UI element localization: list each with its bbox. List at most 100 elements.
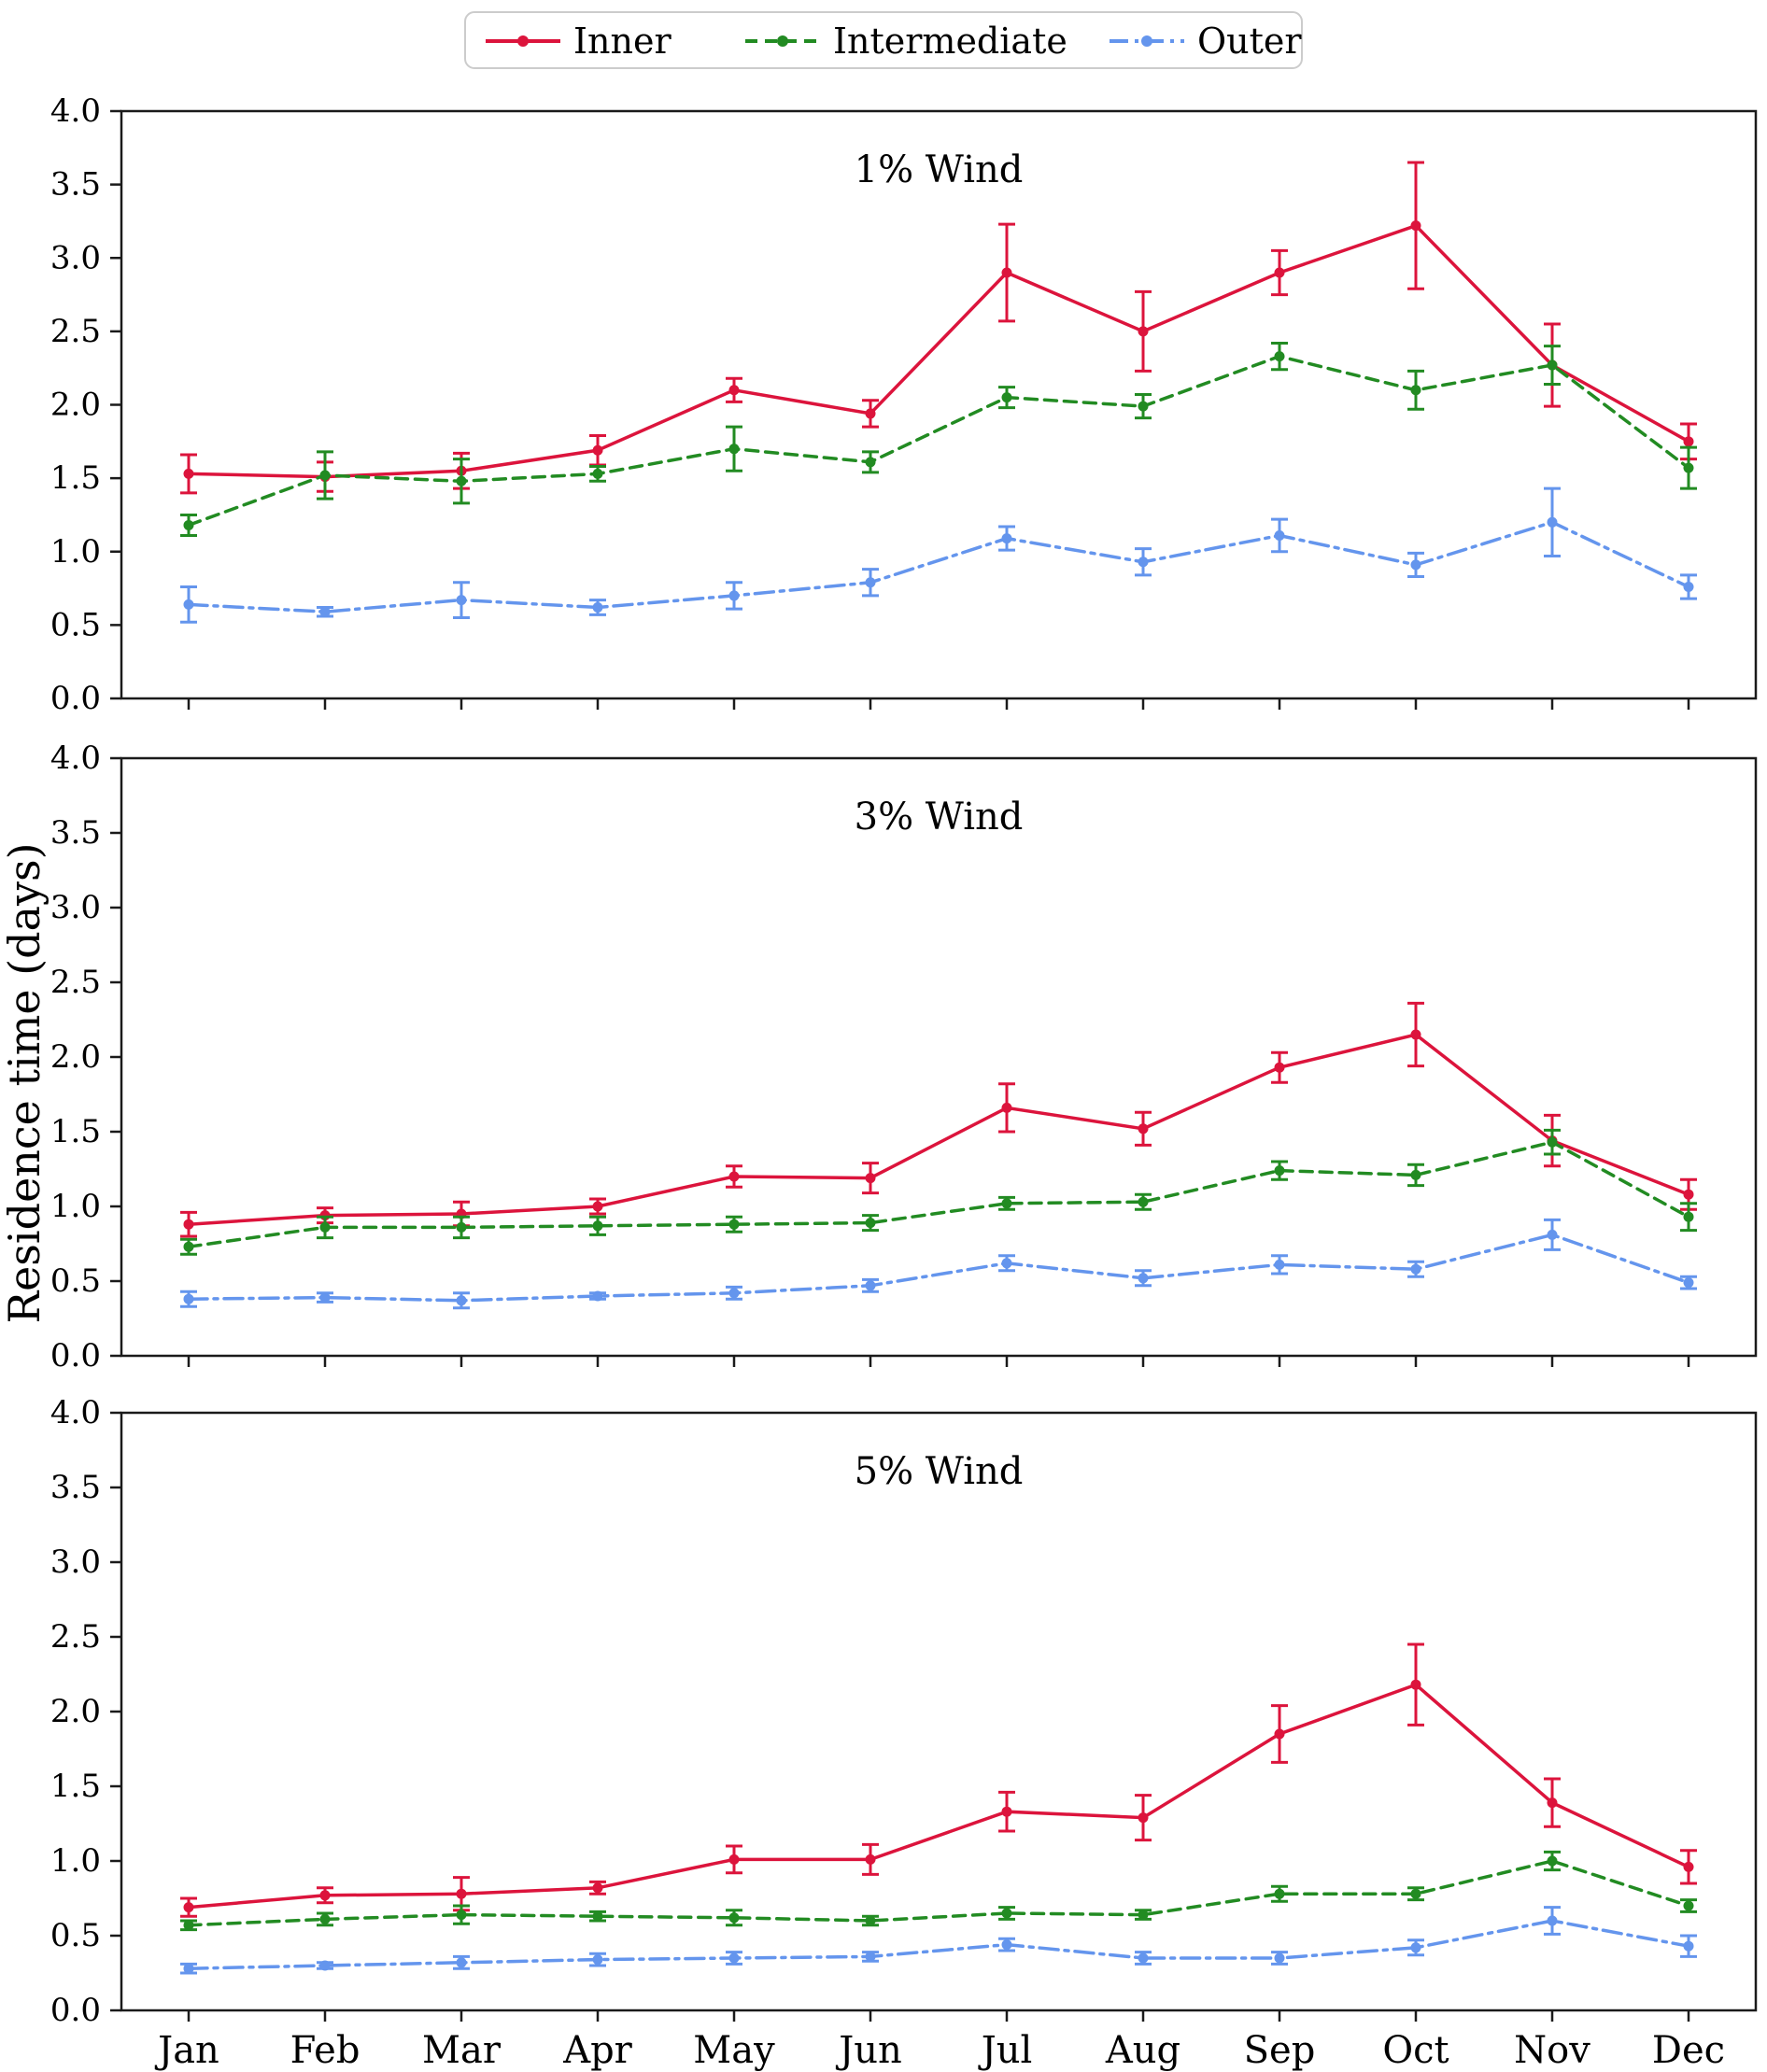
data-point [1683,1277,1694,1289]
x-tick-label: Oct [1382,2029,1449,2072]
data-point [865,1854,876,1865]
x-tick-label: Jun [835,2029,902,2072]
data-point [456,595,467,606]
data-point [1001,267,1012,278]
y-tick-label: 1.5 [50,1768,101,1805]
series-line-outer [187,1233,1690,1303]
data-point [1001,1908,1012,1919]
axes-spines [120,109,1758,700]
data-point [592,1954,603,1966]
data-point [1410,385,1421,396]
series-line-intermediate [187,1140,1690,1248]
x-tick-label: Dec [1652,2029,1725,2072]
panel-title-1pct: 1% Wind [855,148,1024,191]
legend-label-inner: Inner [573,21,671,62]
data-point [1683,462,1694,473]
series-intermediate [180,1850,1697,1932]
y-tick-label: 2.0 [50,1038,101,1076]
data-point [1001,1939,1012,1951]
data-point [865,577,876,588]
y-tick-label: 1.0 [50,1842,101,1880]
data-point [1410,1169,1421,1180]
data-point [728,1952,740,1964]
data-point [319,1890,331,1901]
series-outer [180,1218,1697,1310]
data-point [728,385,740,396]
data-point [592,1201,603,1212]
data-point [1274,1259,1285,1270]
legend-sample-marker-inner [517,35,529,47]
x-tick-label: Nov [1514,2029,1590,2072]
y-tick-label: 0.0 [50,1992,101,2029]
series-inner [180,1642,1697,1918]
y-tick-label: 3.0 [50,1543,101,1581]
data-point [183,1963,194,1974]
data-point [183,599,194,610]
y-tick-label: 3.0 [50,239,101,276]
data-point [1274,1165,1285,1177]
data-point [1683,1861,1694,1872]
data-point [1001,1806,1012,1817]
y-tick-label: 3.5 [50,166,101,204]
data-point [1274,1952,1285,1964]
y-tick-label: 0.5 [50,1917,101,1954]
series-inner [180,161,1697,495]
data-point [1683,1189,1694,1200]
data-point [1410,1263,1421,1275]
panel-1pct-wind: 0.0 0.5 1.0 1.5 2.0 2.5 3.0 3.5 4.0 1% Wind [50,92,1758,717]
y-tick-label: 1.5 [50,459,101,497]
series-outer [180,486,1697,624]
data-point [456,1295,467,1306]
data-point [319,1221,331,1233]
series-intermediate [180,1128,1697,1256]
series-line-intermediate [187,1859,1690,1927]
data-point [1410,1029,1421,1040]
data-point [592,1910,603,1922]
x-tick-label: May [693,2029,775,2072]
legend-sample-marker-outer [1141,35,1152,47]
series-line-inner [187,1683,1690,1910]
y-tick-label: 1.5 [50,1113,101,1150]
y-tick-label: 0.0 [50,680,101,717]
data-point [1274,1062,1285,1073]
data-point [1274,1728,1285,1740]
data-point [592,468,603,479]
y-tick-label: 4.0 [50,92,101,130]
x-tick-label: Sep [1244,2029,1316,2072]
data-point [319,1292,331,1304]
series-line-inner [187,223,1690,479]
data-point [728,1288,740,1299]
data-point [865,457,876,468]
legend-sample-marker-intermediate [777,35,788,47]
data-point [1274,351,1285,362]
panel-5pct-wind: 0.0 0.5 1.0 1.5 2.0 2.5 3.0 3.5 4.0 Jan Feb Mar Apr M… [50,1394,1758,2072]
series-intermediate [180,341,1697,537]
data-point [1138,1273,1149,1284]
data-point [456,1888,467,1899]
data-point [1410,1888,1421,1899]
data-point [1410,559,1421,571]
data-point [1001,1102,1012,1113]
data-point [183,1902,194,1913]
x-tick-label: Feb [290,2029,360,2072]
data-point [1547,1797,1558,1809]
data-point [1138,1123,1149,1135]
data-point [1683,1900,1694,1911]
data-point [456,1910,467,1921]
data-point [1410,1679,1421,1690]
data-point [1683,436,1694,447]
data-point [456,475,467,486]
axes-spines [120,756,1758,1358]
panel-3pct-wind: 0.0 0.5 1.0 1.5 2.0 2.5 3.0 3.5 4.0 3% Wind [50,740,1758,1374]
data-point [1138,1812,1149,1824]
data-point [1547,1136,1558,1148]
data-point [1547,359,1558,371]
data-point [865,1915,876,1926]
data-point [319,606,331,617]
data-point [1138,401,1149,412]
data-point [1274,529,1285,541]
data-point [1683,581,1694,592]
data-point [319,470,331,481]
data-point [1547,1855,1558,1867]
legend: Inner Intermediate Outer [464,11,1303,69]
